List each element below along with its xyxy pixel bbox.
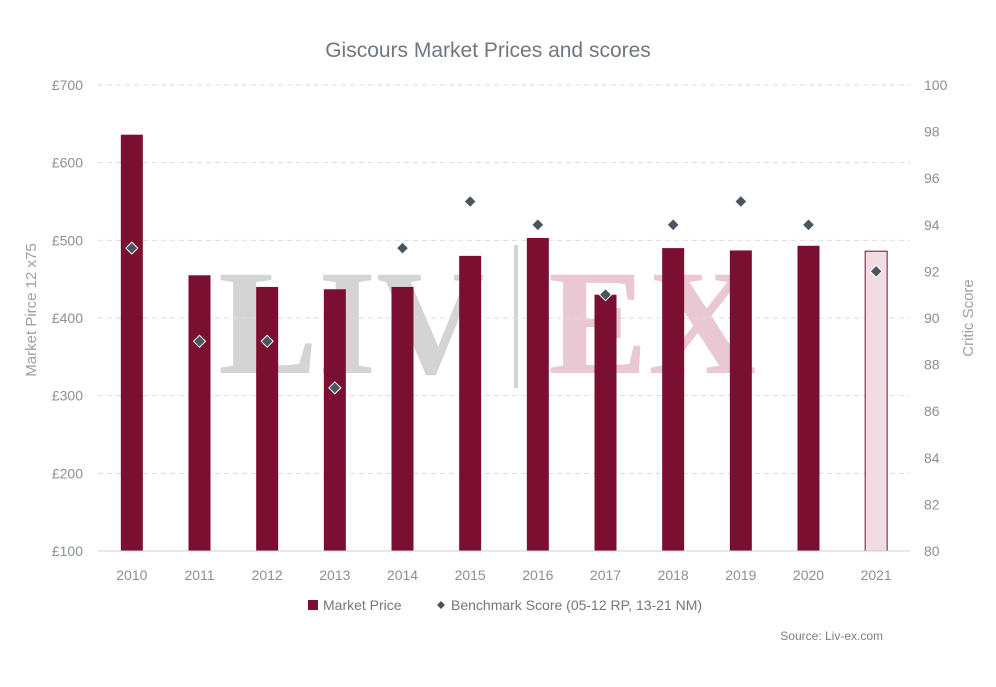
bar-market-price-2010: [120, 134, 143, 551]
bar-market-price-2019: [729, 250, 752, 551]
y2-axis-title: Critic Score: [960, 279, 977, 357]
bar-market-price-2014: [391, 286, 414, 551]
watermark-divider: [514, 245, 518, 388]
y2-tick-label: 94: [924, 217, 940, 233]
y2-tick-label: 86: [924, 403, 940, 419]
x-axis-ticks: 2010 2011 2012 2013 2014 2015 2016 2017 2018 2019…: [116, 567, 892, 583]
bar-market-price-2021: [864, 250, 888, 552]
watermark-ex: EX: [548, 240, 756, 406]
point-benchmark-score-2010: [125, 241, 139, 255]
point-benchmark-score-2020: [801, 218, 816, 232]
bar-market-price-2013: [323, 289, 346, 551]
chart-title: Giscours Market Prices and scores: [325, 39, 651, 62]
y2-tick-label: 100: [924, 77, 948, 93]
y2-tick-label: 82: [924, 496, 940, 512]
y-tick-label: £200: [52, 465, 83, 481]
y2-tick-label: 98: [924, 124, 940, 140]
y2-tick-label: 88: [924, 357, 940, 373]
x-tick-label: 2021: [861, 567, 892, 583]
x-tick-label: 2015: [455, 567, 486, 583]
bar-market-price-2015: [459, 255, 482, 551]
bar-market-price-2012: [256, 286, 279, 551]
y-tick-label: £500: [52, 232, 83, 248]
left-axis-ticks: £100 £200 £300 £400 £500 £600 £700: [52, 77, 83, 559]
legend: Market Price Benchmark Score (05-12 RP, …: [308, 597, 702, 613]
x-tick-label: 2018: [658, 567, 689, 583]
point-benchmark-score-2013: [328, 381, 342, 395]
y2-tick-label: 96: [924, 170, 940, 186]
point-benchmark-score-2019: [734, 194, 748, 209]
y2-tick-label: 84: [924, 450, 940, 466]
y2-tick-label: 92: [924, 263, 940, 279]
bar-series: [120, 134, 888, 552]
bar-market-price-2020: [797, 245, 820, 551]
y-tick-label: £400: [52, 310, 83, 326]
score-series: [125, 194, 883, 395]
y-tick-label: £700: [52, 77, 83, 93]
legend-swatch-market-price: [308, 600, 318, 610]
point-benchmark-score-2014: [395, 241, 410, 255]
point-benchmark-score-2017: [598, 287, 613, 302]
point-benchmark-score-2018: [666, 218, 680, 232]
x-tick-label: 2013: [319, 567, 350, 583]
right-axis-ticks: 80 82 84 86 88 90 92 94 96 98 100: [924, 77, 948, 559]
y-axis-title: Market Pirce 12 x75: [23, 243, 40, 376]
legend-swatch-benchmark: [437, 601, 445, 609]
x-tick-label: 2017: [590, 567, 621, 583]
point-benchmark-score-2011: [192, 334, 207, 349]
x-tick-label: 2019: [725, 567, 756, 583]
point-benchmark-score-2012: [260, 334, 274, 349]
x-tick-label: 2016: [522, 567, 553, 583]
y2-tick-label: 80: [924, 543, 940, 559]
bar-market-price-2011: [188, 275, 211, 551]
x-tick-label: 2012: [252, 567, 283, 583]
bar-market-price-2017: [594, 294, 617, 551]
x-tick-label: 2010: [116, 567, 147, 583]
bar-market-price-2018: [662, 248, 685, 551]
x-tick-label: 2011: [184, 567, 214, 583]
y2-tick-label: 90: [924, 310, 940, 326]
y-tick-label: £100: [52, 543, 83, 559]
point-benchmark-score-2016: [531, 218, 545, 232]
point-benchmark-score-2021: [869, 264, 883, 279]
bar-market-price-2016: [526, 238, 549, 551]
x-tick-label: 2020: [793, 567, 824, 583]
y-tick-label: £300: [52, 388, 83, 404]
gridlines: [98, 84, 910, 474]
point-benchmark-score-2015: [463, 194, 477, 209]
source-note: Source: Liv-ex.com: [780, 629, 883, 643]
legend-label-market-price: Market Price: [323, 597, 402, 613]
y-tick-label: £600: [52, 155, 83, 171]
legend-label-benchmark: Benchmark Score (05-12 RP, 13-21 NM): [451, 597, 702, 613]
x-tick-label: 2014: [387, 567, 418, 583]
